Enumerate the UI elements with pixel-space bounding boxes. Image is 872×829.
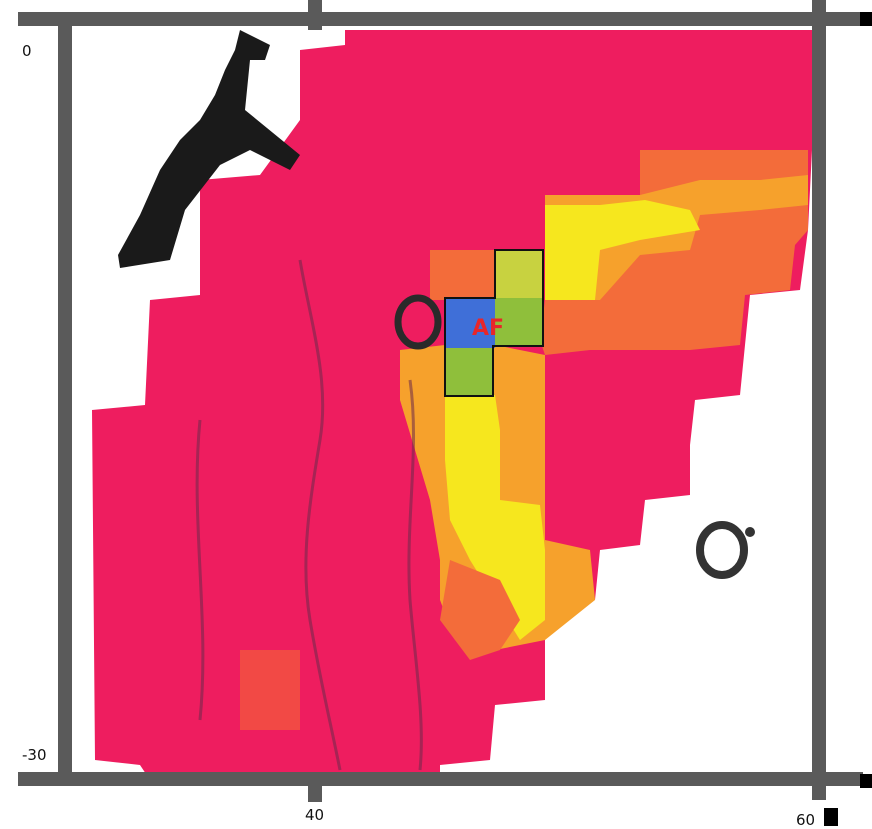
y-axis-label-top: 0: [22, 42, 32, 60]
corner-marker-bottom: [824, 808, 838, 826]
region-label-af: AF: [472, 316, 505, 341]
map-frame: [18, 0, 863, 802]
corner-marker-bottom-right: [860, 774, 872, 788]
heat-field: [92, 30, 812, 780]
highlight-cells: [444, 249, 544, 397]
x-axis-label-right: 60: [796, 811, 816, 829]
island-ring-left: [394, 294, 442, 350]
island-ring-right: [696, 521, 748, 579]
x-axis-label-left: 40: [305, 806, 325, 824]
corner-marker-top-right: [860, 12, 872, 26]
landmass-shape: [118, 30, 300, 268]
coastline-overlay: [195, 259, 423, 771]
y-axis-label-bottom: -30: [22, 746, 47, 764]
